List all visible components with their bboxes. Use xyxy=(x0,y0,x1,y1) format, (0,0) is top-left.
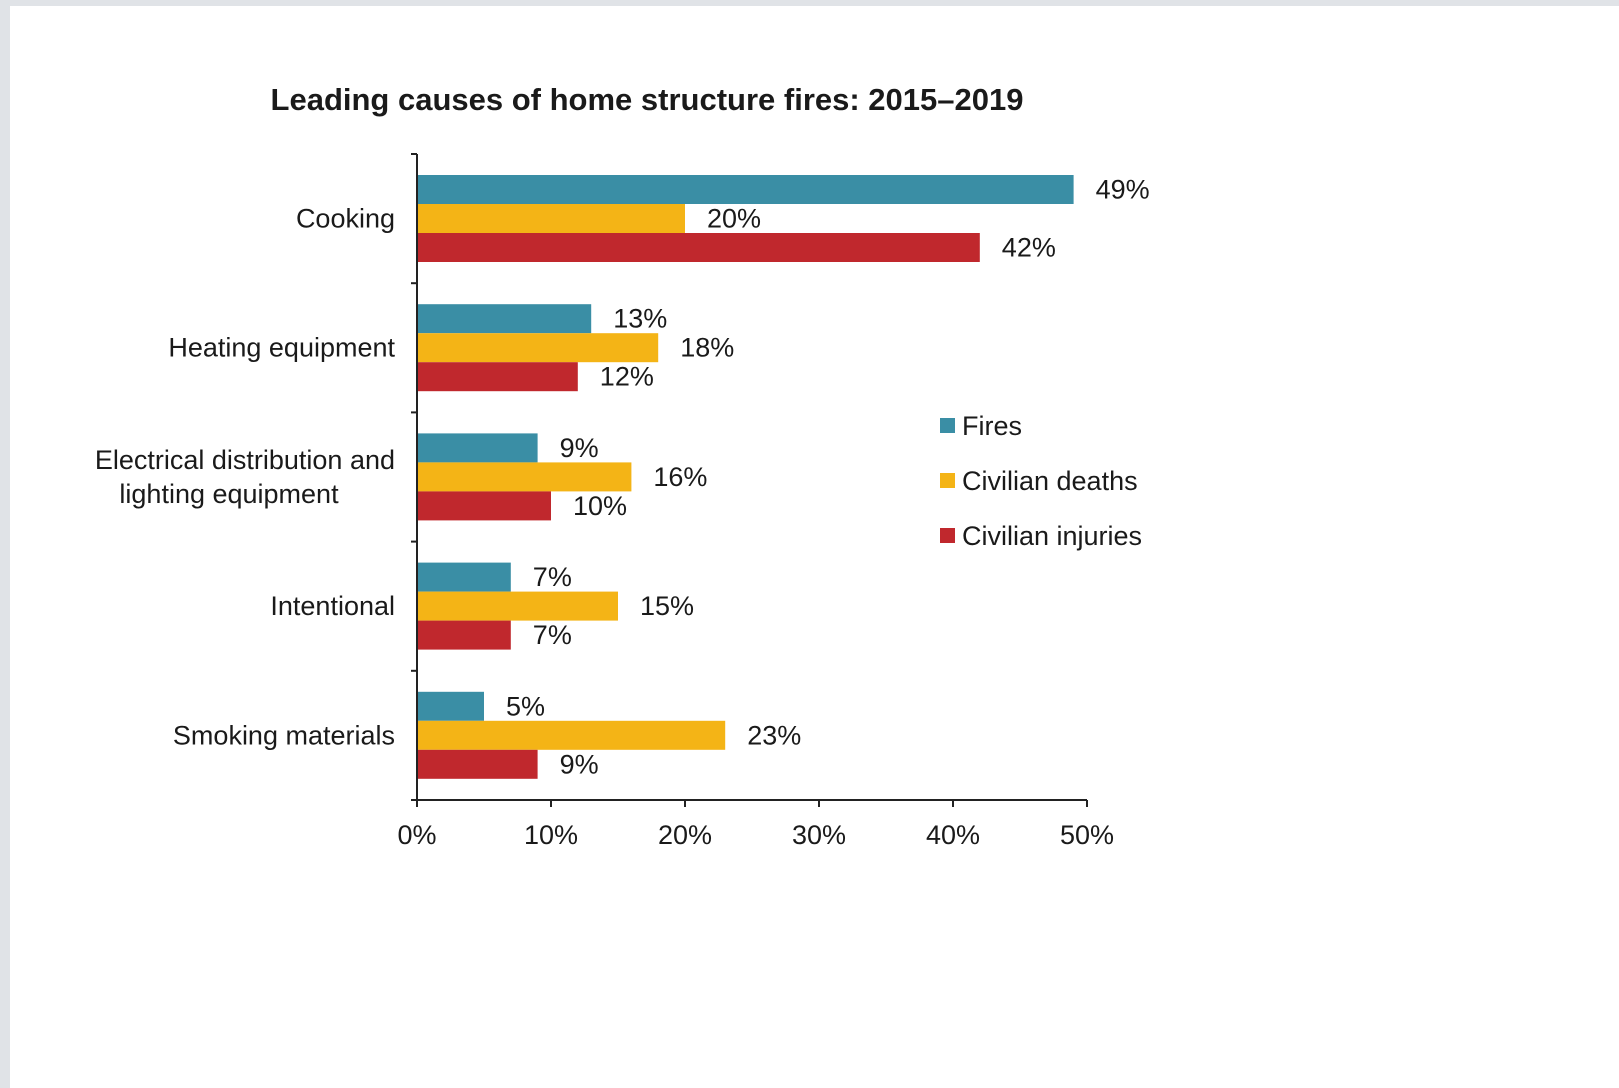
legend-label: Fires xyxy=(962,411,1022,441)
bar xyxy=(418,562,511,592)
category-label-line: Heating equipment xyxy=(168,333,395,363)
bar-chart: Leading causes of home structure fires: … xyxy=(95,82,1150,850)
bar xyxy=(418,333,659,363)
legend-swatch xyxy=(940,528,955,543)
category-label-line: Cooking xyxy=(296,204,395,234)
x-tick-label: 10% xyxy=(524,820,578,850)
category-label: Intentional xyxy=(270,591,395,621)
x-tick-labels: 0% 10% 20% 30% 40% 50% xyxy=(397,820,1114,850)
bar xyxy=(418,175,1074,204)
bar xyxy=(418,304,592,334)
bar xyxy=(418,362,578,392)
x-tick-label: 0% xyxy=(397,820,436,850)
category-label-line: Electrical distribution and xyxy=(95,445,395,475)
bars xyxy=(418,175,1074,779)
legend-swatch xyxy=(940,473,955,488)
category-label-line: Smoking materials xyxy=(173,720,395,750)
bar xyxy=(418,233,980,262)
data-label: 23% xyxy=(747,720,801,750)
category-label-line: lighting equipment xyxy=(119,479,339,509)
bar xyxy=(418,620,511,650)
data-label: 5% xyxy=(506,691,545,721)
data-label: 7% xyxy=(533,562,572,592)
data-label: 12% xyxy=(600,362,654,392)
data-label: 9% xyxy=(560,433,599,463)
data-label: 16% xyxy=(653,462,707,492)
bar xyxy=(418,691,484,721)
legend: Fires Civilian deaths Civilian injuries xyxy=(940,411,1142,551)
category-label: Cooking xyxy=(296,204,395,234)
category-labels: Cooking Heating equipment Electrical distr… xyxy=(95,204,396,751)
data-label: 9% xyxy=(560,749,599,779)
category-label: Electrical distribution and lighting equi… xyxy=(95,445,395,509)
x-tick-label: 40% xyxy=(926,820,980,850)
legend-swatch xyxy=(940,418,955,433)
bar xyxy=(418,491,551,521)
x-tick-label: 30% xyxy=(792,820,846,850)
data-label: 15% xyxy=(640,591,694,621)
chart-frame: Leading causes of home structure fires: … xyxy=(10,6,1619,1088)
axes xyxy=(411,153,1088,807)
bar xyxy=(418,749,538,779)
data-label: 42% xyxy=(1002,233,1056,263)
data-label: 10% xyxy=(573,491,627,521)
bar xyxy=(418,591,618,621)
data-label: 7% xyxy=(533,620,572,650)
chart-title: Leading causes of home structure fires: … xyxy=(271,82,1024,117)
data-label: 13% xyxy=(613,304,667,334)
value-labels: 49% 20% 42% 13% 18% 12% 9% 16% 10% 7% 15% 7% 5% 23% 9% xyxy=(506,175,1150,780)
category-label: Heating equipment xyxy=(168,333,395,363)
data-label: 49% xyxy=(1096,175,1150,205)
data-label: 20% xyxy=(707,204,761,234)
bar xyxy=(418,433,538,463)
category-label-line: Intentional xyxy=(270,591,395,621)
data-label: 18% xyxy=(680,333,734,363)
x-tick-label: 20% xyxy=(658,820,712,850)
category-label: Smoking materials xyxy=(173,720,395,750)
bar xyxy=(418,204,685,233)
legend-label: Civilian deaths xyxy=(962,466,1138,496)
bar xyxy=(418,462,632,492)
x-tick-label: 50% xyxy=(1060,820,1114,850)
bar xyxy=(418,720,726,750)
legend-label: Civilian injuries xyxy=(962,521,1142,551)
